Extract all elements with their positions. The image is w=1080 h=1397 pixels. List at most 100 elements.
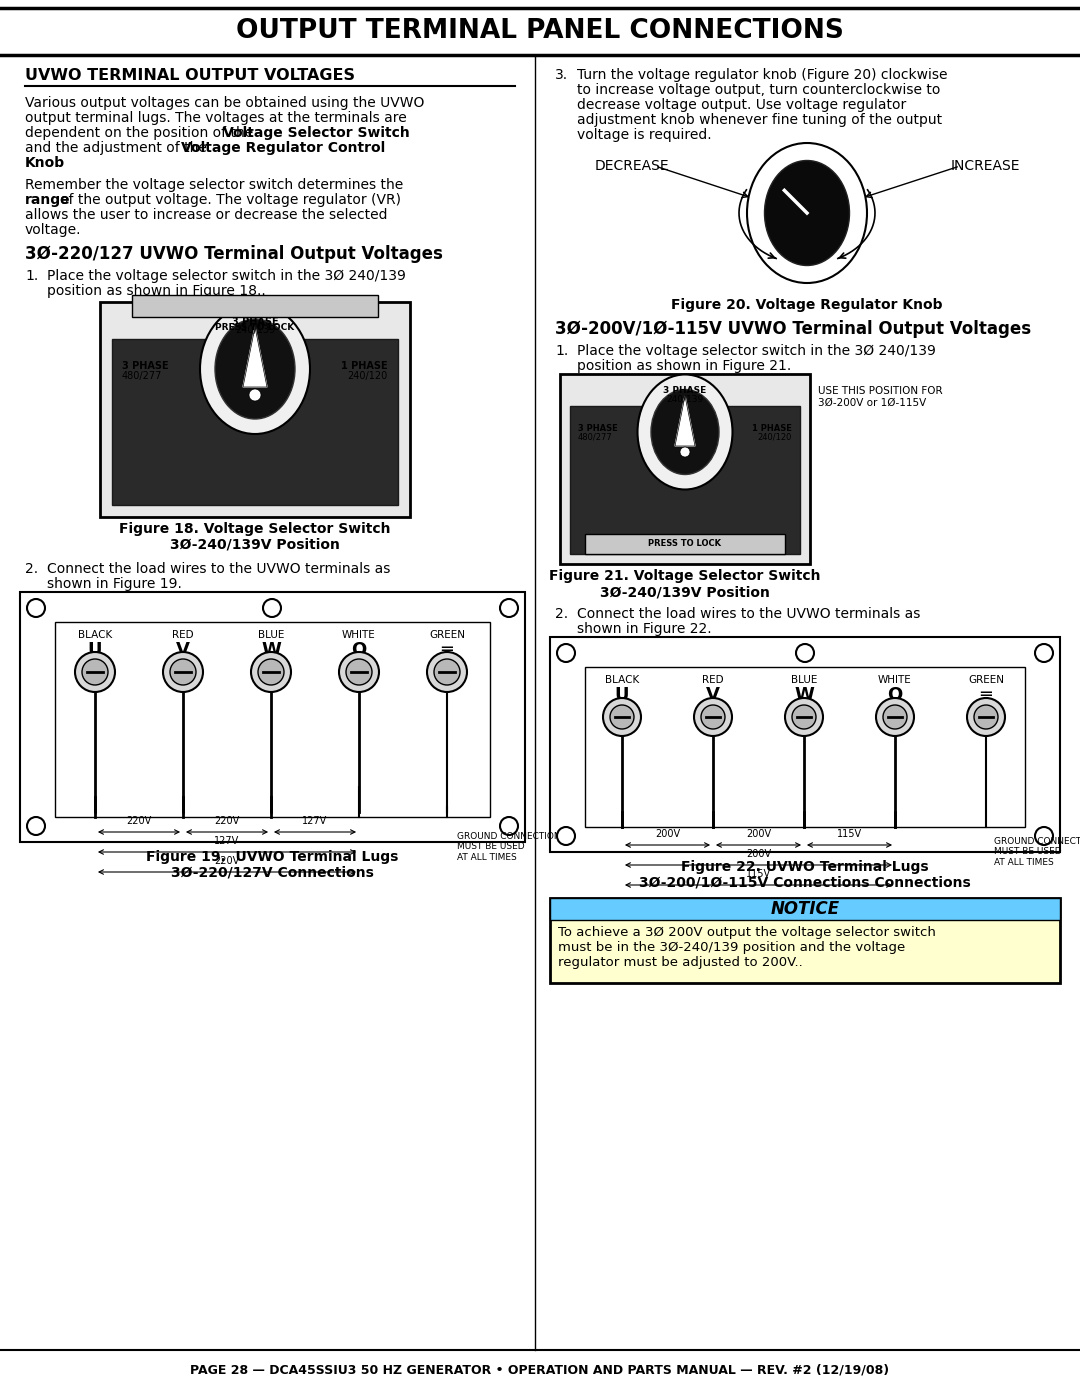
Text: voltage.: voltage. bbox=[25, 224, 81, 237]
Text: range: range bbox=[25, 193, 70, 207]
Text: DECREASE: DECREASE bbox=[595, 159, 670, 173]
Polygon shape bbox=[243, 327, 267, 387]
Text: To achieve a 3Ø 200V output the voltage selector switch: To achieve a 3Ø 200V output the voltage … bbox=[558, 926, 936, 939]
Circle shape bbox=[258, 659, 284, 685]
Text: U: U bbox=[615, 686, 630, 704]
Text: 115V: 115V bbox=[837, 828, 862, 840]
Text: Figure 22. UVWO Terminal Lugs: Figure 22. UVWO Terminal Lugs bbox=[681, 861, 929, 875]
Text: Voltage Selector Switch: Voltage Selector Switch bbox=[222, 126, 409, 140]
Ellipse shape bbox=[765, 161, 850, 265]
Text: position as shown in Figure 18..: position as shown in Figure 18.. bbox=[48, 284, 266, 298]
Text: Various output voltages can be obtained using the UVWO: Various output voltages can be obtained … bbox=[25, 96, 424, 110]
Text: Voltage Regulator Control: Voltage Regulator Control bbox=[181, 141, 386, 155]
Circle shape bbox=[792, 705, 816, 729]
Bar bbox=[550, 898, 1059, 921]
Text: Place the voltage selector switch in the 3Ø 240/139: Place the voltage selector switch in the… bbox=[48, 270, 406, 284]
Circle shape bbox=[680, 447, 690, 457]
Text: decrease voltage output. Use voltage regulator: decrease voltage output. Use voltage reg… bbox=[577, 98, 906, 112]
Text: Figure 18. Voltage Selector Switch: Figure 18. Voltage Selector Switch bbox=[119, 522, 391, 536]
Text: GROUND CONNECTION
MUST BE USED
AT ALL TIMES: GROUND CONNECTION MUST BE USED AT ALL TI… bbox=[457, 833, 561, 862]
Bar bbox=[585, 534, 785, 555]
Text: 1 PHASE: 1 PHASE bbox=[341, 360, 388, 372]
Text: Place the voltage selector switch in the 3Ø 240/139: Place the voltage selector switch in the… bbox=[577, 344, 936, 358]
Circle shape bbox=[27, 817, 45, 835]
Text: GREEN: GREEN bbox=[429, 630, 465, 640]
Text: W: W bbox=[794, 686, 814, 704]
Text: NOTICE: NOTICE bbox=[770, 900, 839, 918]
Text: 240/120: 240/120 bbox=[758, 433, 792, 441]
Text: BLACK: BLACK bbox=[78, 630, 112, 640]
Circle shape bbox=[500, 599, 518, 617]
Text: GROUND CONNECTION
MUST BE USED
AT ALL TIMES: GROUND CONNECTION MUST BE USED AT ALL TI… bbox=[994, 837, 1080, 866]
Text: PAGE 28 — DCA45SSIU3 50 HZ GENERATOR • OPERATION AND PARTS MANUAL — REV. #2 (12/: PAGE 28 — DCA45SSIU3 50 HZ GENERATOR • O… bbox=[190, 1363, 890, 1376]
Text: V: V bbox=[176, 641, 190, 659]
Text: 200V: 200V bbox=[746, 849, 771, 859]
Circle shape bbox=[785, 698, 823, 736]
Text: shown in Figure 22.: shown in Figure 22. bbox=[577, 622, 712, 636]
Text: 1 PHASE: 1 PHASE bbox=[752, 425, 792, 433]
Circle shape bbox=[427, 652, 467, 692]
Circle shape bbox=[694, 698, 732, 736]
Text: Figure 19.  UVWO Terminal Lugs: Figure 19. UVWO Terminal Lugs bbox=[146, 849, 399, 863]
Text: RED: RED bbox=[172, 630, 193, 640]
Text: V: V bbox=[706, 686, 720, 704]
Text: 1.: 1. bbox=[25, 270, 38, 284]
Text: 3 PHASE: 3 PHASE bbox=[122, 360, 168, 372]
Text: Remember the voltage selector switch determines the: Remember the voltage selector switch det… bbox=[25, 177, 403, 191]
Text: ═: ═ bbox=[442, 641, 453, 659]
Text: and the adjustment of the: and the adjustment of the bbox=[25, 141, 212, 155]
Text: Turn the voltage regulator knob (Figure 20) clockwise: Turn the voltage regulator knob (Figure … bbox=[577, 68, 947, 82]
Circle shape bbox=[876, 698, 914, 736]
Text: ═: ═ bbox=[981, 686, 991, 704]
Circle shape bbox=[701, 705, 725, 729]
Text: 3.: 3. bbox=[555, 68, 568, 82]
Text: 2.: 2. bbox=[25, 562, 38, 576]
Text: 1.: 1. bbox=[555, 344, 568, 358]
Text: Figure 20. Voltage Regulator Knob: Figure 20. Voltage Regulator Knob bbox=[672, 298, 943, 312]
Text: 200V: 200V bbox=[746, 828, 771, 840]
Text: O: O bbox=[888, 686, 903, 704]
Bar bbox=[570, 407, 800, 555]
Bar bbox=[585, 666, 1025, 827]
Text: 220V: 220V bbox=[126, 816, 151, 826]
Text: 220V: 220V bbox=[214, 856, 240, 866]
Bar bbox=[132, 295, 378, 317]
Circle shape bbox=[249, 388, 261, 401]
Circle shape bbox=[557, 827, 575, 845]
Text: Knob: Knob bbox=[25, 156, 65, 170]
Circle shape bbox=[557, 644, 575, 662]
Bar bbox=[55, 622, 490, 817]
Text: 220V: 220V bbox=[214, 816, 240, 826]
Text: 127V: 127V bbox=[214, 835, 240, 847]
Text: Figure 21. Voltage Selector Switch: Figure 21. Voltage Selector Switch bbox=[550, 569, 821, 583]
Text: 240/120: 240/120 bbox=[348, 372, 388, 381]
Text: BLUE: BLUE bbox=[258, 630, 284, 640]
Circle shape bbox=[339, 652, 379, 692]
Circle shape bbox=[603, 698, 642, 736]
Text: 3Ø-240/139V Position: 3Ø-240/139V Position bbox=[170, 538, 340, 552]
Text: W: W bbox=[261, 641, 281, 659]
Text: 240/139: 240/139 bbox=[666, 394, 704, 402]
Circle shape bbox=[883, 705, 907, 729]
Text: allows the user to increase or decrease the selected: allows the user to increase or decrease … bbox=[25, 208, 388, 222]
Circle shape bbox=[796, 644, 814, 662]
Text: 127V: 127V bbox=[302, 816, 327, 826]
Circle shape bbox=[500, 817, 518, 835]
Text: U: U bbox=[87, 641, 103, 659]
Text: WHITE: WHITE bbox=[342, 630, 376, 640]
Text: 480/277: 480/277 bbox=[122, 372, 162, 381]
Circle shape bbox=[82, 659, 108, 685]
Text: 3Ø-200/1Ø-115V Connections Connections: 3Ø-200/1Ø-115V Connections Connections bbox=[639, 876, 971, 890]
Text: UVWO TERMINAL OUTPUT VOLTAGES: UVWO TERMINAL OUTPUT VOLTAGES bbox=[25, 68, 355, 82]
Text: PRESS TO LOCK: PRESS TO LOCK bbox=[215, 324, 295, 332]
Circle shape bbox=[251, 652, 291, 692]
Circle shape bbox=[1035, 644, 1053, 662]
Text: 3 PHASE: 3 PHASE bbox=[663, 386, 706, 395]
Text: INCREASE: INCREASE bbox=[950, 159, 1020, 173]
Bar bbox=[100, 302, 410, 517]
Text: to increase voltage output, turn counterclockwise to: to increase voltage output, turn counter… bbox=[577, 82, 941, 96]
Text: 3 PHASE: 3 PHASE bbox=[578, 425, 618, 433]
Text: O: O bbox=[351, 641, 366, 659]
Text: of the output voltage. The voltage regulator (VR): of the output voltage. The voltage regul… bbox=[60, 193, 401, 207]
Text: 3Ø-240/139V Position: 3Ø-240/139V Position bbox=[600, 585, 770, 599]
